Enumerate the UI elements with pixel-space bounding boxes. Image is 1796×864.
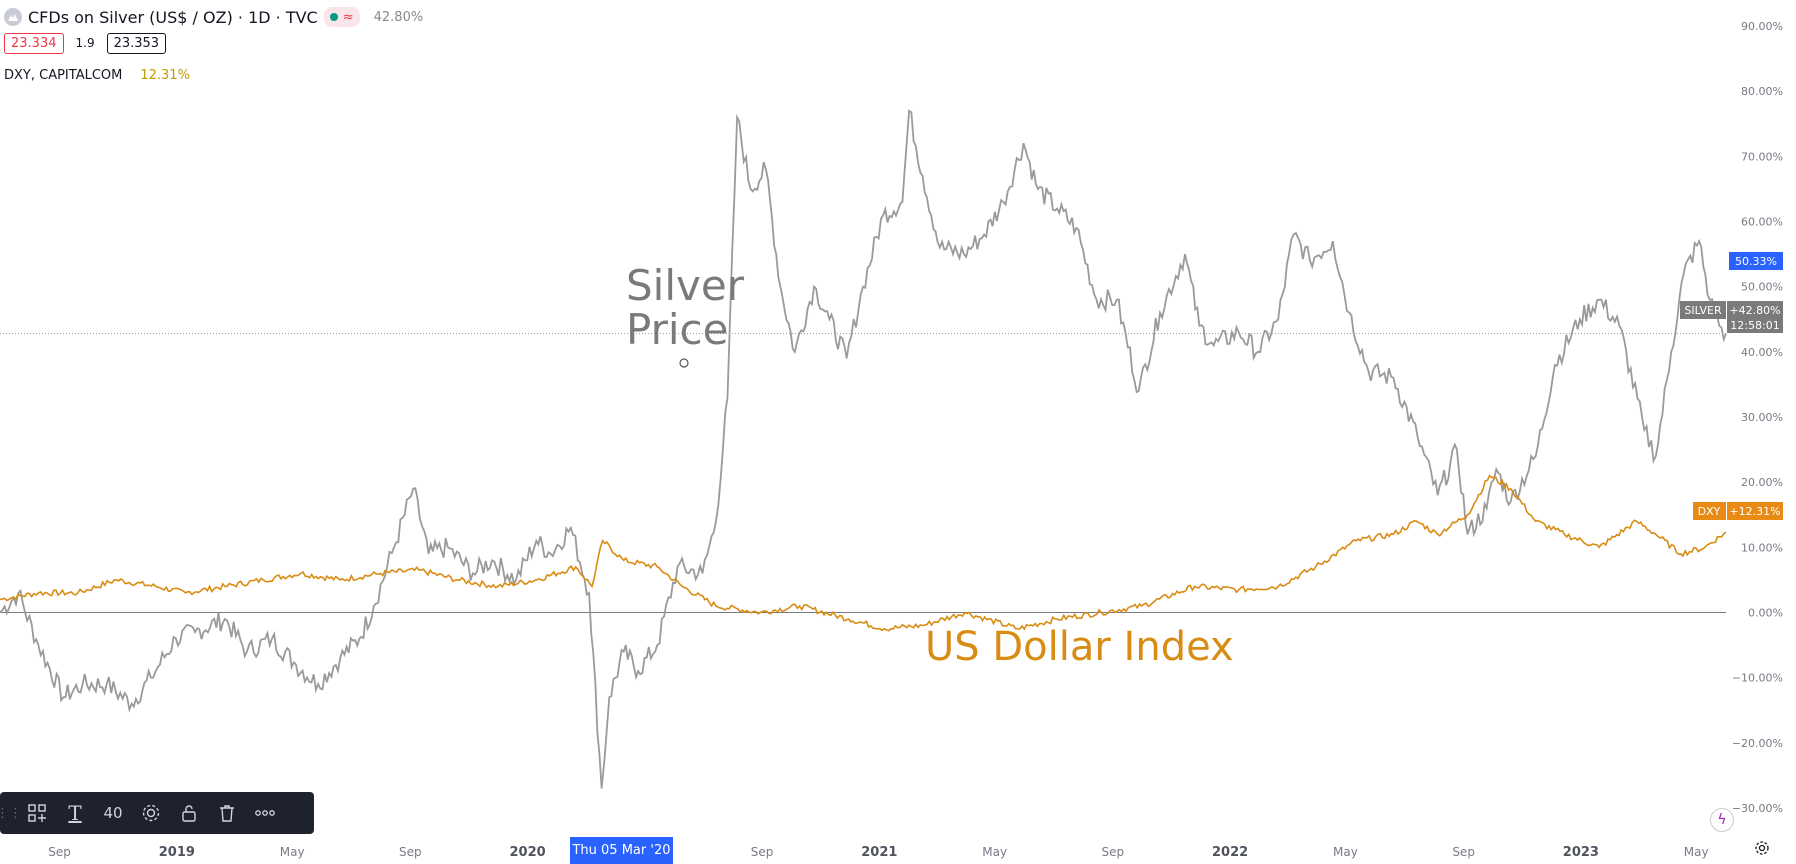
font-size-button[interactable]: 40 [103,804,123,822]
trash-icon [220,805,234,822]
dxy-line [0,474,1727,632]
silver-badge-name: SILVER [1684,304,1722,317]
y-tick-label: 40.00% [1741,346,1783,359]
y-tick-label: 70.00% [1741,150,1783,163]
symbol-change: 42.80% [373,9,424,25]
silver-line [0,109,1727,789]
x-tick-label: May [1684,845,1709,859]
symbol-title[interactable]: CFDs on Silver (US$ / OZ) · 1D · TVC [28,7,318,27]
dxy-annotation[interactable]: US Dollar Index [925,624,1234,670]
compare-symbol[interactable]: DXY, CAPITALCOM [4,67,123,83]
y-tick-label: −10.00% [1732,672,1783,685]
silver-symbol-icon [4,8,22,26]
lock-button[interactable] [170,792,208,834]
y-axis[interactable]: 90.00% 80.00% 70.00% 60.00% 50.00% 40.00% 30.0… [1732,20,1783,815]
x-tick-label: Sep [1102,845,1125,859]
silver-badge-countdown: 12:58:01 [1730,319,1779,332]
x-tick-label: 2021 [861,845,897,860]
chart-settings-icon[interactable] [1754,840,1770,860]
x-tick-label: May [1333,845,1358,859]
wave-icon: ≈ [342,9,354,25]
bid-price[interactable]: 23.334 [4,32,64,54]
y-tick-label: 0.00% [1748,606,1783,619]
compare-change: 12.31% [140,67,190,83]
x-tick-label: 2023 [1563,845,1599,860]
y-tick-label: 60.00% [1741,216,1783,229]
dxy-series [0,474,1727,632]
text-color-icon[interactable]: T [68,801,82,825]
template-button[interactable] [18,792,56,834]
x-axis[interactable]: Sep 2019 May Sep 2020 May Sep 2021 May Sep 2022 May… [48,845,1708,860]
more-button[interactable] [246,792,284,834]
silver-badge-name-bg [1680,301,1726,319]
zero-baseline [0,333,1726,613]
settings-button[interactable] [132,792,170,834]
market-status[interactable]: ≈ [323,7,360,27]
dxy-badge-value: +12.31% [1729,505,1780,518]
x-tick-label: Sep [399,845,422,859]
blue-level-badge: 50.33% [1735,255,1777,268]
x-tick-label: Sep [48,845,71,859]
y-tick-label: 50.00% [1741,281,1783,294]
silver-series [0,109,1727,789]
y-tick-label: 20.00% [1741,476,1783,489]
y-tick-label: −30.00% [1732,802,1783,815]
dxy-badge-name-bg [1693,502,1726,520]
silver-annotation-line1[interactable]: Silver [626,261,745,310]
drag-handle-icon[interactable]: ⋮⋮ [0,805,22,821]
x-tick-label: Sep [751,845,774,859]
template-icon [28,804,46,822]
annotation-anchor-handle[interactable] [679,358,689,368]
y-tick-label: 10.00% [1741,541,1783,554]
chart-legend: CFDs on Silver (US$ / OZ) · 1D · TVC ≈ 4… [4,4,423,88]
crosshair-date-label: Thu 05 Mar '20 [570,837,673,864]
x-tick-label: 2020 [510,845,546,860]
silver-badge-value: +42.80% [1729,304,1780,317]
more-icon [255,810,275,816]
y-tick-label: 80.00% [1741,85,1783,98]
market-open-icon [329,13,338,21]
x-tick-label: 2022 [1212,845,1248,860]
gear-icon [142,804,160,822]
dxy-badge-value-bg [1727,502,1783,520]
unlock-icon [182,805,196,822]
y-tick-label: 90.00% [1741,20,1783,33]
y-tick-label: −20.00% [1732,737,1783,750]
x-tick-label: May [280,845,305,859]
x-tick-label: 2019 [159,845,195,860]
y-tick-label: 30.00% [1741,411,1783,424]
spread-value: 1.9 [75,36,95,50]
blue-level-badge-bg [1729,252,1783,270]
silver-badge-value-bg [1727,301,1783,333]
x-tick-label: May [982,845,1007,859]
dxy-badge-name: DXY [1698,505,1721,518]
lightning-icon[interactable]: ϟ [1710,808,1734,832]
delete-button[interactable] [208,792,246,834]
x-tick-label: Sep [1452,845,1475,859]
ask-price[interactable]: 23.353 [106,32,167,54]
drawing-toolbar[interactable]: ⋮⋮ T 40 [0,792,314,834]
silver-annotation-line2[interactable]: Price [626,305,728,354]
price-badges: 50.33% SILVER +42.80% 12:58:01 DXY +12.3… [1680,252,1783,520]
